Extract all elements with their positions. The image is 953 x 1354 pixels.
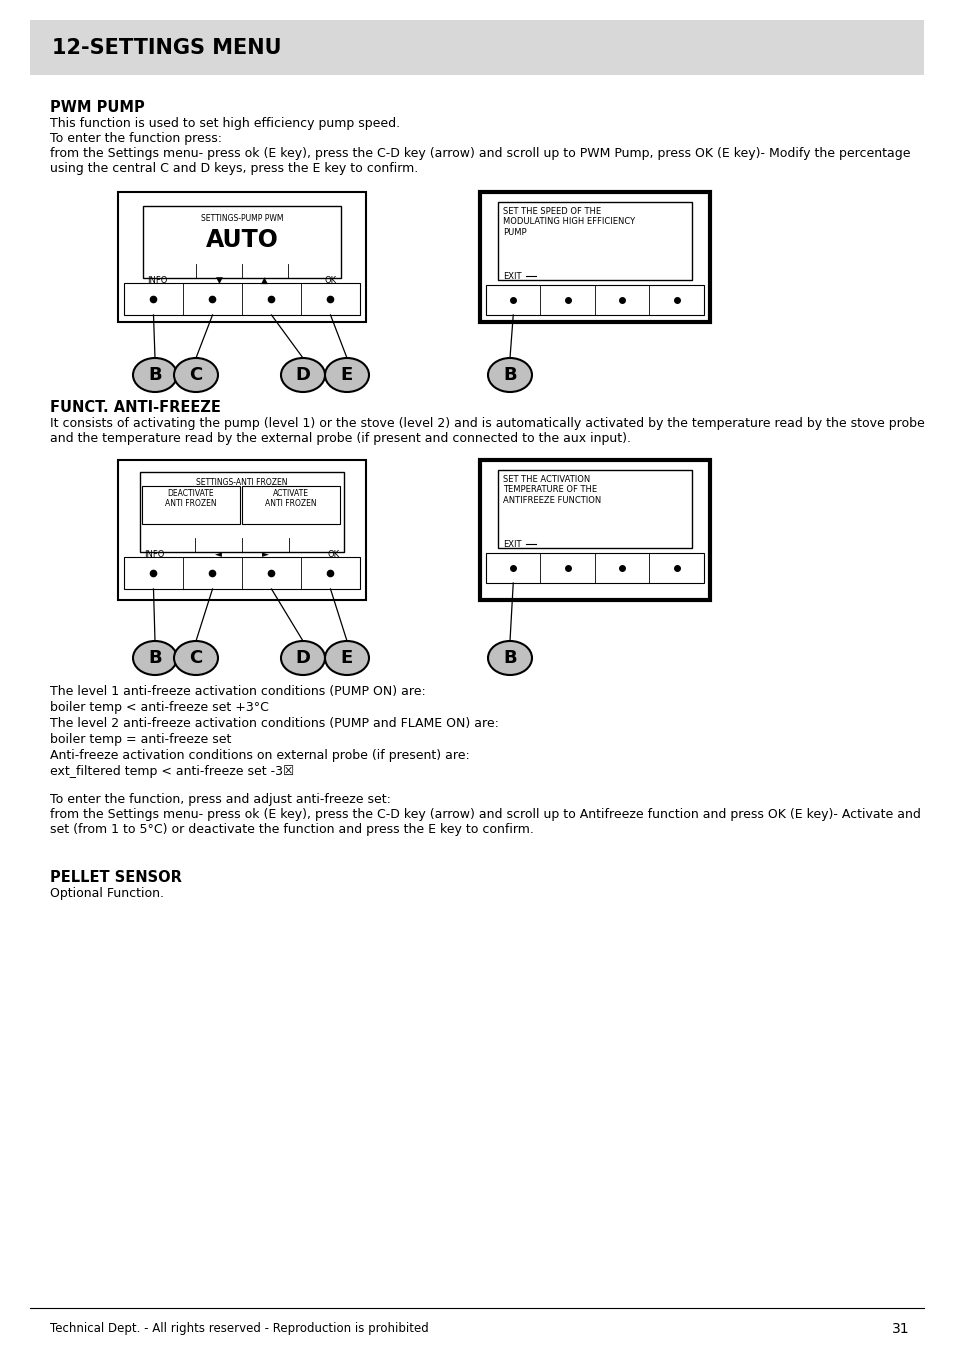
Text: AUTO: AUTO (205, 227, 278, 252)
Bar (497, 202, 691, 280)
Ellipse shape (173, 640, 218, 676)
Bar (485, 552, 703, 584)
Text: B: B (148, 649, 162, 668)
Text: The level 1 anti-freeze activation conditions (PUMP ON) are:: The level 1 anti-freeze activation condi… (50, 685, 425, 699)
Text: It consists of activating the pump (level 1) or the stove (level 2) and is autom: It consists of activating the pump (leve… (50, 417, 923, 445)
Text: PWM PUMP: PWM PUMP (50, 100, 145, 115)
Ellipse shape (281, 640, 325, 676)
Ellipse shape (488, 640, 532, 676)
Text: Optional Function.: Optional Function. (50, 887, 164, 900)
Text: To enter the function press:: To enter the function press: (50, 131, 222, 145)
Ellipse shape (132, 357, 177, 393)
Text: SET THE SPEED OF THE
MODULATING HIGH EFFICIENCY
PUMP: SET THE SPEED OF THE MODULATING HIGH EFF… (502, 207, 635, 237)
Bar (479, 192, 709, 322)
Text: boiler temp = anti-freeze set: boiler temp = anti-freeze set (50, 733, 232, 746)
Text: EXIT: EXIT (502, 540, 521, 548)
Text: This function is used to set high efficiency pump speed.: This function is used to set high effici… (50, 116, 399, 130)
Text: To enter the function, press and adjust anti-freeze set:
from the Settings menu-: To enter the function, press and adjust … (50, 793, 920, 835)
Text: OK: OK (328, 550, 339, 559)
Text: from the Settings menu- press ok (E key), press the C-D key (arrow) and scroll u: from the Settings menu- press ok (E key)… (50, 148, 909, 175)
Text: EXIT: EXIT (502, 272, 521, 282)
Text: ACTIVATE
ANTI FROZEN: ACTIVATE ANTI FROZEN (265, 489, 316, 508)
Text: D: D (295, 366, 310, 385)
Text: INFO: INFO (147, 276, 167, 284)
Bar (142, 486, 240, 524)
Text: 12-SETTINGS MENU: 12-SETTINGS MENU (52, 38, 281, 57)
Text: ◄: ◄ (214, 550, 222, 559)
Text: SET THE ACTIVATION
TEMPERATURE OF THE
ANTIFREEZE FUNCTION: SET THE ACTIVATION TEMPERATURE OF THE AN… (502, 475, 600, 505)
Text: C: C (190, 649, 202, 668)
Text: ►: ► (262, 550, 269, 559)
Text: B: B (502, 366, 517, 385)
Text: SETTINGS-ANTI FROZEN: SETTINGS-ANTI FROZEN (196, 478, 288, 487)
Ellipse shape (281, 357, 325, 393)
Ellipse shape (325, 640, 369, 676)
Bar (497, 470, 691, 548)
Bar (242, 486, 339, 524)
Text: Anti-freeze activation conditions on external probe (if present) are:: Anti-freeze activation conditions on ext… (50, 749, 469, 762)
Text: PELLET SENSOR: PELLET SENSOR (50, 871, 182, 886)
Text: B: B (148, 366, 162, 385)
Text: E: E (340, 366, 353, 385)
Text: ▲: ▲ (261, 276, 268, 284)
Text: ext_filtered temp < anti-freeze set -3☒: ext_filtered temp < anti-freeze set -3☒ (50, 765, 294, 779)
Bar (485, 284, 703, 315)
Ellipse shape (173, 357, 218, 393)
Bar (140, 473, 344, 552)
Text: boiler temp < anti-freeze set +3°C: boiler temp < anti-freeze set +3°C (50, 701, 269, 714)
Bar (479, 460, 709, 600)
Text: INFO: INFO (144, 550, 164, 559)
Bar (118, 460, 366, 600)
Text: Technical Dept. - All rights reserved - Reproduction is prohibited: Technical Dept. - All rights reserved - … (50, 1322, 428, 1335)
Text: D: D (295, 649, 310, 668)
Bar (118, 192, 366, 322)
Text: SETTINGS-PUMP PWM: SETTINGS-PUMP PWM (200, 214, 283, 223)
Text: C: C (190, 366, 202, 385)
Text: FUNCT. ANTI-FREEZE: FUNCT. ANTI-FREEZE (50, 399, 221, 414)
Bar (124, 283, 359, 315)
Ellipse shape (488, 357, 532, 393)
Bar (143, 206, 340, 278)
Bar (30, 20, 923, 74)
Text: OK: OK (325, 276, 336, 284)
Text: The level 2 anti-freeze activation conditions (PUMP and FLAME ON) are:: The level 2 anti-freeze activation condi… (50, 718, 498, 730)
Text: DEACTIVATE
ANTI FROZEN: DEACTIVATE ANTI FROZEN (165, 489, 216, 508)
Text: B: B (502, 649, 517, 668)
Text: E: E (340, 649, 353, 668)
Text: ▼: ▼ (215, 276, 222, 284)
Text: 31: 31 (891, 1322, 909, 1336)
Ellipse shape (325, 357, 369, 393)
Ellipse shape (132, 640, 177, 676)
Bar (124, 556, 359, 589)
